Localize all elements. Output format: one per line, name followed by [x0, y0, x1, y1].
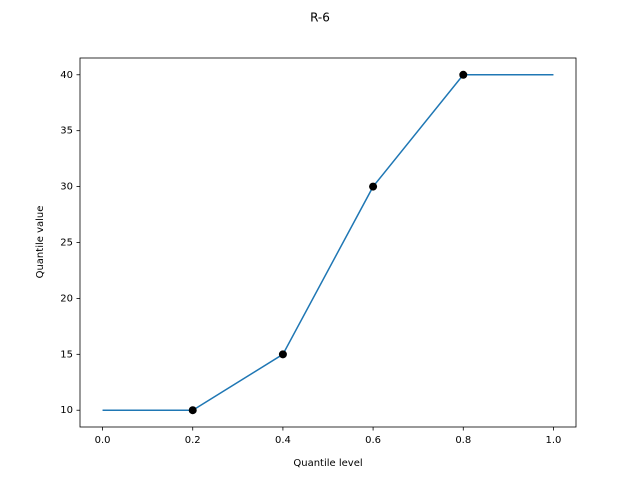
- y-axis-label: Quantile value: [35, 206, 46, 279]
- data-point: [459, 70, 468, 79]
- x-tick-label: 0.0: [95, 435, 111, 446]
- data-point: [278, 350, 287, 359]
- y-tick-label: 25: [60, 238, 73, 249]
- y-tick-label: 20: [60, 293, 73, 304]
- y-tick-label: 30: [60, 182, 73, 193]
- x-tick-label: 1.0: [546, 435, 562, 446]
- x-tick-label: 0.4: [275, 435, 291, 446]
- y-tick-label: 15: [60, 349, 73, 360]
- data-point: [369, 182, 378, 191]
- x-tick-label: 0.2: [185, 435, 201, 446]
- x-tick-label: 0.8: [455, 435, 471, 446]
- y-tick-label: 35: [60, 126, 73, 137]
- data-point: [188, 406, 197, 415]
- data-line: [102, 74, 554, 411]
- chart-title: R-6: [310, 11, 330, 25]
- x-axis-label: Quantile level: [293, 458, 362, 469]
- y-tick-label: 40: [60, 70, 73, 81]
- x-tick-label: 0.6: [365, 435, 381, 446]
- y-tick-label: 10: [60, 405, 73, 416]
- plot-frame: [79, 57, 577, 428]
